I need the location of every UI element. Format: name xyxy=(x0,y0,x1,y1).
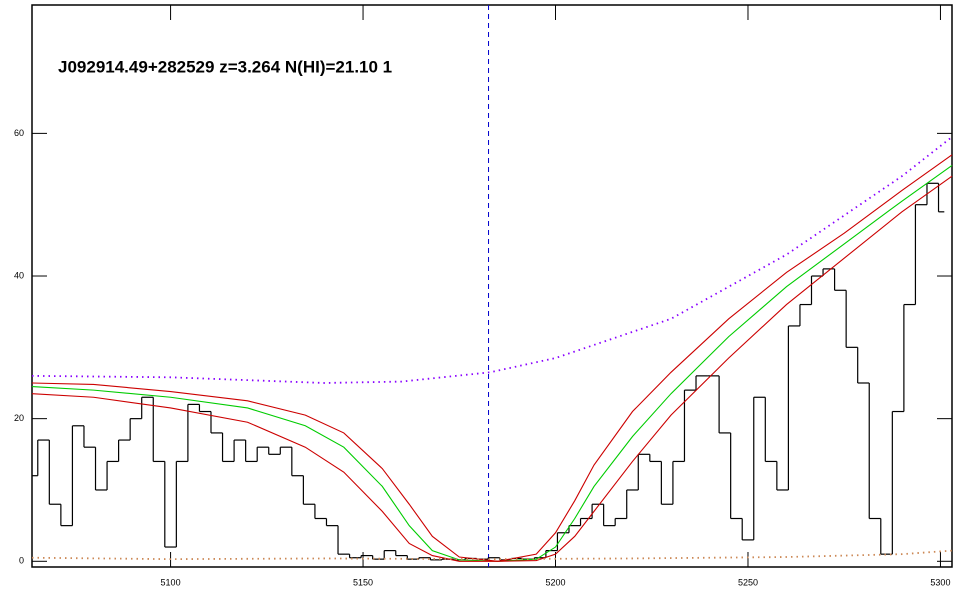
y-tick-label: 20 xyxy=(14,413,24,423)
model-line xyxy=(31,549,953,561)
x-tick-label: 5150 xyxy=(353,577,373,587)
y-tick-label: 60 xyxy=(14,128,24,138)
model-line xyxy=(31,175,953,562)
x-tick-label: 5100 xyxy=(161,577,181,587)
model-line xyxy=(31,165,953,562)
model-line xyxy=(31,136,953,384)
y-tick-label: 40 xyxy=(14,270,24,280)
annotation: J092914.49+282529 z=3.264 N(HI)=21.10 1 xyxy=(58,57,392,76)
y-tick-label: 0 xyxy=(19,556,24,566)
x-tick-label: 5250 xyxy=(738,577,758,587)
x-tick-label: 5300 xyxy=(930,577,950,587)
x-tick-label: 5200 xyxy=(545,577,565,587)
plot-frame xyxy=(31,4,953,568)
model-line xyxy=(31,154,953,562)
